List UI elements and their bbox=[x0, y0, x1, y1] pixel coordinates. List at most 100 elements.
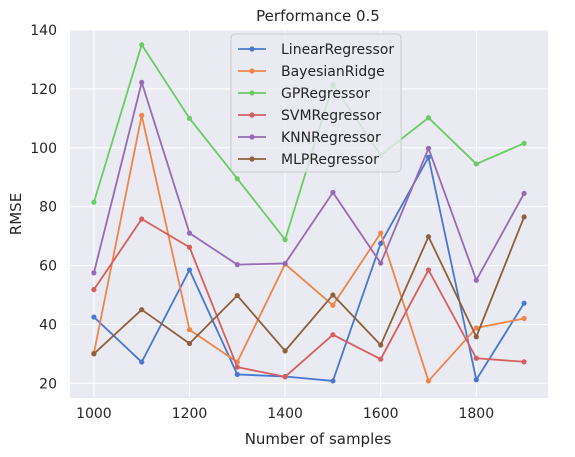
data-point bbox=[378, 240, 384, 247]
data-point bbox=[521, 190, 527, 196]
data-point bbox=[521, 214, 527, 220]
data-point bbox=[282, 237, 288, 243]
data-point bbox=[425, 154, 432, 160]
data-point bbox=[521, 359, 527, 365]
legend-marker bbox=[249, 46, 255, 52]
data-point bbox=[91, 270, 97, 276]
data-point bbox=[330, 332, 336, 338]
data-point bbox=[425, 378, 432, 384]
legend-label: GPRegressor bbox=[281, 86, 370, 102]
legend-label: BayesianRidge bbox=[281, 64, 385, 80]
data-point bbox=[330, 189, 336, 196]
data-point bbox=[282, 374, 288, 380]
data-point bbox=[234, 364, 240, 370]
data-point bbox=[473, 377, 479, 383]
data-point bbox=[378, 230, 384, 236]
legend-item: BayesianRidge bbox=[238, 64, 385, 80]
legend-marker bbox=[249, 112, 255, 118]
data-point bbox=[521, 300, 527, 306]
data-point bbox=[521, 315, 527, 322]
y-tick-label: 140 bbox=[30, 23, 57, 39]
y-tick-label: 60 bbox=[39, 259, 57, 275]
data-point bbox=[473, 334, 479, 340]
data-point bbox=[186, 340, 193, 347]
data-point bbox=[186, 244, 193, 250]
data-point bbox=[91, 199, 97, 205]
chart-title: Performance 0.5 bbox=[256, 7, 380, 25]
series-line bbox=[93, 216, 525, 355]
x-tick-label: 1200 bbox=[172, 406, 208, 422]
series-layer bbox=[91, 42, 527, 384]
data-point bbox=[473, 325, 479, 331]
data-point bbox=[425, 145, 432, 151]
data-point bbox=[378, 342, 384, 348]
series-line bbox=[93, 156, 525, 382]
data-point bbox=[91, 351, 97, 357]
data-point bbox=[473, 161, 479, 167]
data-point bbox=[378, 356, 384, 362]
data-point bbox=[330, 302, 336, 308]
x-tick-label: 1400 bbox=[267, 406, 303, 422]
legend-item: GPRegressor bbox=[238, 86, 370, 102]
data-point bbox=[521, 140, 527, 146]
legend-marker bbox=[249, 68, 255, 74]
y-axis-label: RMSE bbox=[7, 193, 25, 235]
x-tick-label: 1000 bbox=[76, 406, 112, 422]
legend-marker bbox=[249, 90, 255, 96]
data-point bbox=[139, 359, 145, 365]
legend-label: LinearRegressor bbox=[281, 42, 394, 58]
data-point bbox=[234, 262, 240, 268]
y-tick-label: 120 bbox=[30, 82, 57, 98]
data-point bbox=[139, 42, 145, 48]
series-line bbox=[93, 81, 525, 282]
legend: LinearRegressor BayesianRidge GPRegressor S… bbox=[230, 33, 402, 173]
series-SVMRegressor bbox=[91, 216, 527, 380]
data-point bbox=[330, 292, 336, 298]
legend-item: LinearRegressor bbox=[238, 42, 394, 58]
legend-label: MLPRegressor bbox=[281, 152, 379, 168]
data-point bbox=[330, 378, 336, 384]
data-point bbox=[186, 115, 193, 121]
legend-label: KNNRegressor bbox=[281, 130, 381, 146]
data-point bbox=[425, 115, 432, 121]
series-KNNRegressor bbox=[91, 79, 527, 283]
x-tick-label: 1800 bbox=[458, 406, 494, 422]
y-tick-label: 40 bbox=[39, 317, 57, 333]
series-line bbox=[93, 218, 525, 378]
x-tick-label: 1600 bbox=[363, 406, 399, 422]
data-point bbox=[139, 216, 145, 222]
data-point bbox=[282, 260, 288, 267]
data-point bbox=[139, 79, 145, 86]
data-point bbox=[234, 371, 240, 378]
y-tick-label: 20 bbox=[39, 376, 57, 392]
data-point bbox=[234, 176, 240, 182]
legend-item: MLPRegressor bbox=[238, 152, 379, 168]
data-point bbox=[186, 230, 193, 236]
data-point bbox=[91, 287, 97, 293]
legend-marker bbox=[249, 156, 255, 162]
data-point bbox=[139, 307, 145, 313]
data-point bbox=[473, 355, 479, 361]
data-point bbox=[425, 234, 432, 240]
legend-box bbox=[230, 33, 402, 173]
ticks: 1000 1200 1400 1600 1800 20 40 60 80 100 120 140 bbox=[30, 23, 494, 422]
data-point bbox=[282, 348, 288, 354]
y-tick-label: 100 bbox=[30, 141, 57, 157]
legend-item: SVMRegressor bbox=[238, 108, 381, 124]
data-point bbox=[425, 267, 432, 273]
series-MLPRegressor bbox=[91, 214, 527, 357]
legend-item: KNNRegressor bbox=[238, 130, 381, 146]
data-point bbox=[186, 267, 193, 273]
data-point bbox=[473, 277, 479, 283]
x-axis-label: Number of samples bbox=[245, 430, 392, 448]
y-tick-label: 80 bbox=[39, 200, 57, 216]
data-point bbox=[378, 260, 384, 266]
data-point bbox=[91, 314, 97, 320]
legend-label: SVMRegressor bbox=[281, 108, 381, 124]
data-point bbox=[234, 292, 240, 299]
data-point bbox=[186, 327, 193, 333]
data-point bbox=[139, 112, 145, 118]
legend-marker bbox=[249, 134, 255, 140]
series-line bbox=[93, 114, 525, 382]
